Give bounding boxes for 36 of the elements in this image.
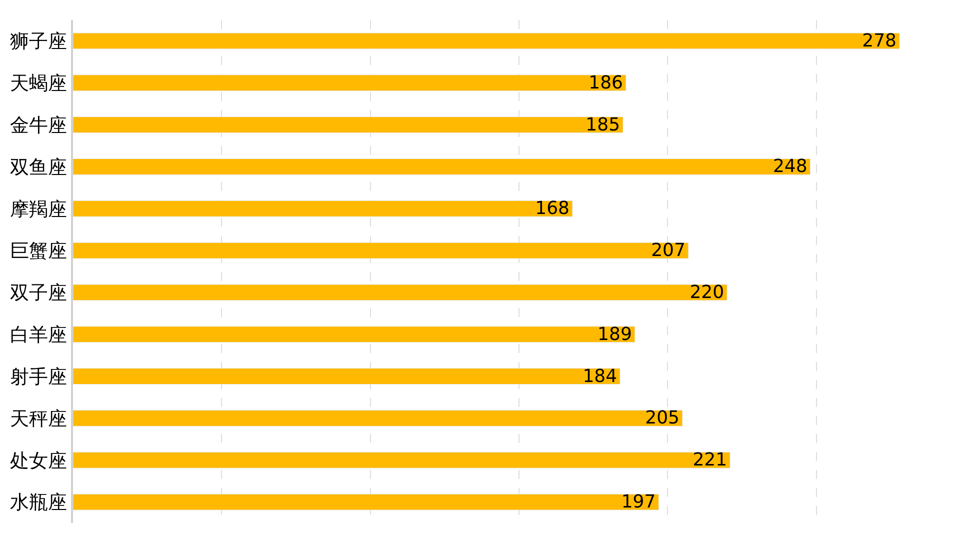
bar: [73, 74, 626, 92]
bar: [73, 32, 900, 50]
y-tick-label: 巨蟹座: [10, 240, 68, 262]
data-label: 207: [651, 240, 686, 262]
y-tick-label: 天秤座: [10, 408, 68, 430]
bar: [73, 200, 573, 217]
y-tick-label: 双鱼座: [10, 156, 68, 178]
bar: [73, 242, 689, 259]
data-label: 168: [535, 198, 570, 220]
y-tick-label: 摩羯座: [10, 198, 68, 220]
data-label: 184: [582, 366, 618, 387]
bar: [73, 326, 636, 343]
y-tick-label: 白羊座: [10, 324, 68, 346]
bar: [73, 368, 620, 385]
bar: [73, 494, 659, 510]
data-label: 278: [862, 30, 896, 52]
bar: [73, 116, 624, 134]
bar: [73, 158, 811, 175]
data-label: 221: [692, 450, 728, 471]
bar: [73, 452, 730, 468]
data-label: 220: [690, 282, 724, 303]
y-tick-label: 水瓶座: [10, 492, 68, 514]
data-label: 197: [621, 492, 656, 513]
data-label: 189: [598, 324, 632, 345]
bar: [73, 284, 728, 301]
y-tick-label: 处女座: [10, 450, 68, 472]
y-tick-label: 天蝎座: [10, 72, 68, 95]
data-label: 205: [645, 408, 680, 429]
data-label: 186: [588, 72, 623, 94]
y-tick-label: 双子座: [10, 282, 68, 304]
y-tick-label: 金牛座: [10, 114, 68, 136]
bar: [73, 410, 683, 426]
y-tick-label: 射手座: [10, 366, 68, 388]
data-label: 185: [586, 114, 620, 136]
y-tick-label: 狮子座: [10, 30, 68, 53]
data-label: 248: [772, 156, 808, 178]
